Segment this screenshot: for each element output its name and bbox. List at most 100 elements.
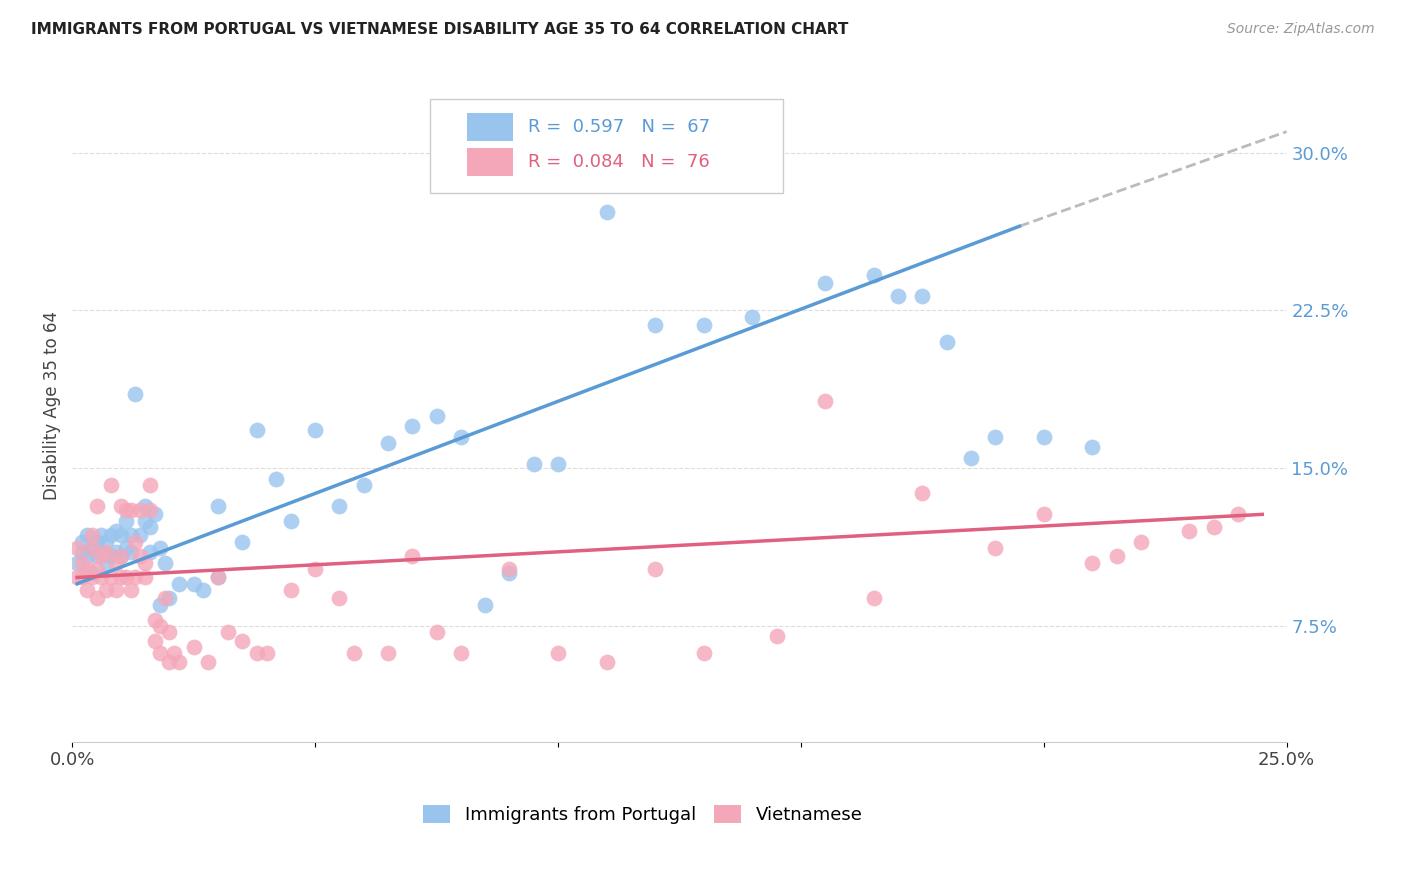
FancyBboxPatch shape xyxy=(467,113,513,141)
Point xyxy=(692,646,714,660)
Point xyxy=(104,556,127,570)
Point xyxy=(134,556,156,570)
Point xyxy=(90,549,112,564)
FancyBboxPatch shape xyxy=(430,99,783,193)
Point xyxy=(100,528,122,542)
Point xyxy=(96,583,118,598)
Point xyxy=(862,268,884,282)
Point xyxy=(114,514,136,528)
Point xyxy=(167,576,190,591)
Point xyxy=(523,457,546,471)
Point xyxy=(110,499,132,513)
Point xyxy=(86,562,108,576)
Point xyxy=(100,478,122,492)
Point xyxy=(425,625,447,640)
Point xyxy=(66,541,89,555)
Point xyxy=(110,528,132,542)
Point xyxy=(304,423,326,437)
Point xyxy=(343,646,366,660)
Point xyxy=(76,549,98,564)
Point xyxy=(80,541,103,555)
Point xyxy=(100,549,122,564)
Point xyxy=(547,646,569,660)
Point xyxy=(80,566,103,581)
Point xyxy=(110,549,132,564)
Point xyxy=(692,318,714,332)
Point xyxy=(984,541,1007,555)
Point xyxy=(114,503,136,517)
Point xyxy=(96,545,118,559)
Point xyxy=(86,534,108,549)
Point xyxy=(231,534,253,549)
Point xyxy=(134,570,156,584)
Point xyxy=(134,499,156,513)
Point xyxy=(644,318,666,332)
Point xyxy=(1129,534,1152,549)
Point xyxy=(114,541,136,555)
Point xyxy=(129,503,152,517)
Point xyxy=(66,556,89,570)
Point xyxy=(474,598,496,612)
Text: Source: ZipAtlas.com: Source: ZipAtlas.com xyxy=(1227,22,1375,37)
Point xyxy=(124,387,146,401)
Point xyxy=(741,310,763,324)
Point xyxy=(139,520,162,534)
Point xyxy=(90,528,112,542)
Point xyxy=(149,598,172,612)
Point xyxy=(110,549,132,564)
Point xyxy=(76,583,98,598)
Point xyxy=(911,288,934,302)
Point xyxy=(167,655,190,669)
Point xyxy=(153,556,176,570)
Point xyxy=(70,570,93,584)
Point xyxy=(70,556,93,570)
Point xyxy=(207,570,229,584)
Point xyxy=(104,545,127,559)
Point xyxy=(193,583,215,598)
Point xyxy=(86,549,108,564)
Point xyxy=(76,528,98,542)
Point xyxy=(139,545,162,559)
Point xyxy=(862,591,884,606)
Text: R =  0.084   N =  76: R = 0.084 N = 76 xyxy=(527,153,710,171)
Point xyxy=(124,534,146,549)
Point xyxy=(134,514,156,528)
Point xyxy=(80,570,103,584)
Point xyxy=(328,499,350,513)
Point xyxy=(70,534,93,549)
Point xyxy=(498,562,520,576)
Point xyxy=(814,393,837,408)
Point xyxy=(304,562,326,576)
Point xyxy=(139,478,162,492)
Legend: Immigrants from Portugal, Vietnamese: Immigrants from Portugal, Vietnamese xyxy=(416,797,870,831)
Point xyxy=(887,288,910,302)
Point xyxy=(984,429,1007,443)
Point xyxy=(207,499,229,513)
Point xyxy=(86,499,108,513)
Point xyxy=(120,503,142,517)
Point xyxy=(765,629,787,643)
Point xyxy=(104,583,127,598)
Point xyxy=(90,545,112,559)
Point xyxy=(256,646,278,660)
Point xyxy=(120,528,142,542)
Point xyxy=(1081,440,1104,454)
Point xyxy=(1032,508,1054,522)
Point xyxy=(110,570,132,584)
Point xyxy=(911,486,934,500)
Point xyxy=(935,334,957,349)
Point xyxy=(153,591,176,606)
Point xyxy=(547,457,569,471)
Point xyxy=(129,528,152,542)
Point xyxy=(425,409,447,423)
Point xyxy=(401,419,423,434)
Point xyxy=(1105,549,1128,564)
Point xyxy=(157,625,180,640)
Point xyxy=(143,613,166,627)
Point xyxy=(1081,556,1104,570)
Point xyxy=(80,528,103,542)
Point xyxy=(595,655,617,669)
Point xyxy=(644,562,666,576)
Point xyxy=(595,204,617,219)
FancyBboxPatch shape xyxy=(467,148,513,177)
